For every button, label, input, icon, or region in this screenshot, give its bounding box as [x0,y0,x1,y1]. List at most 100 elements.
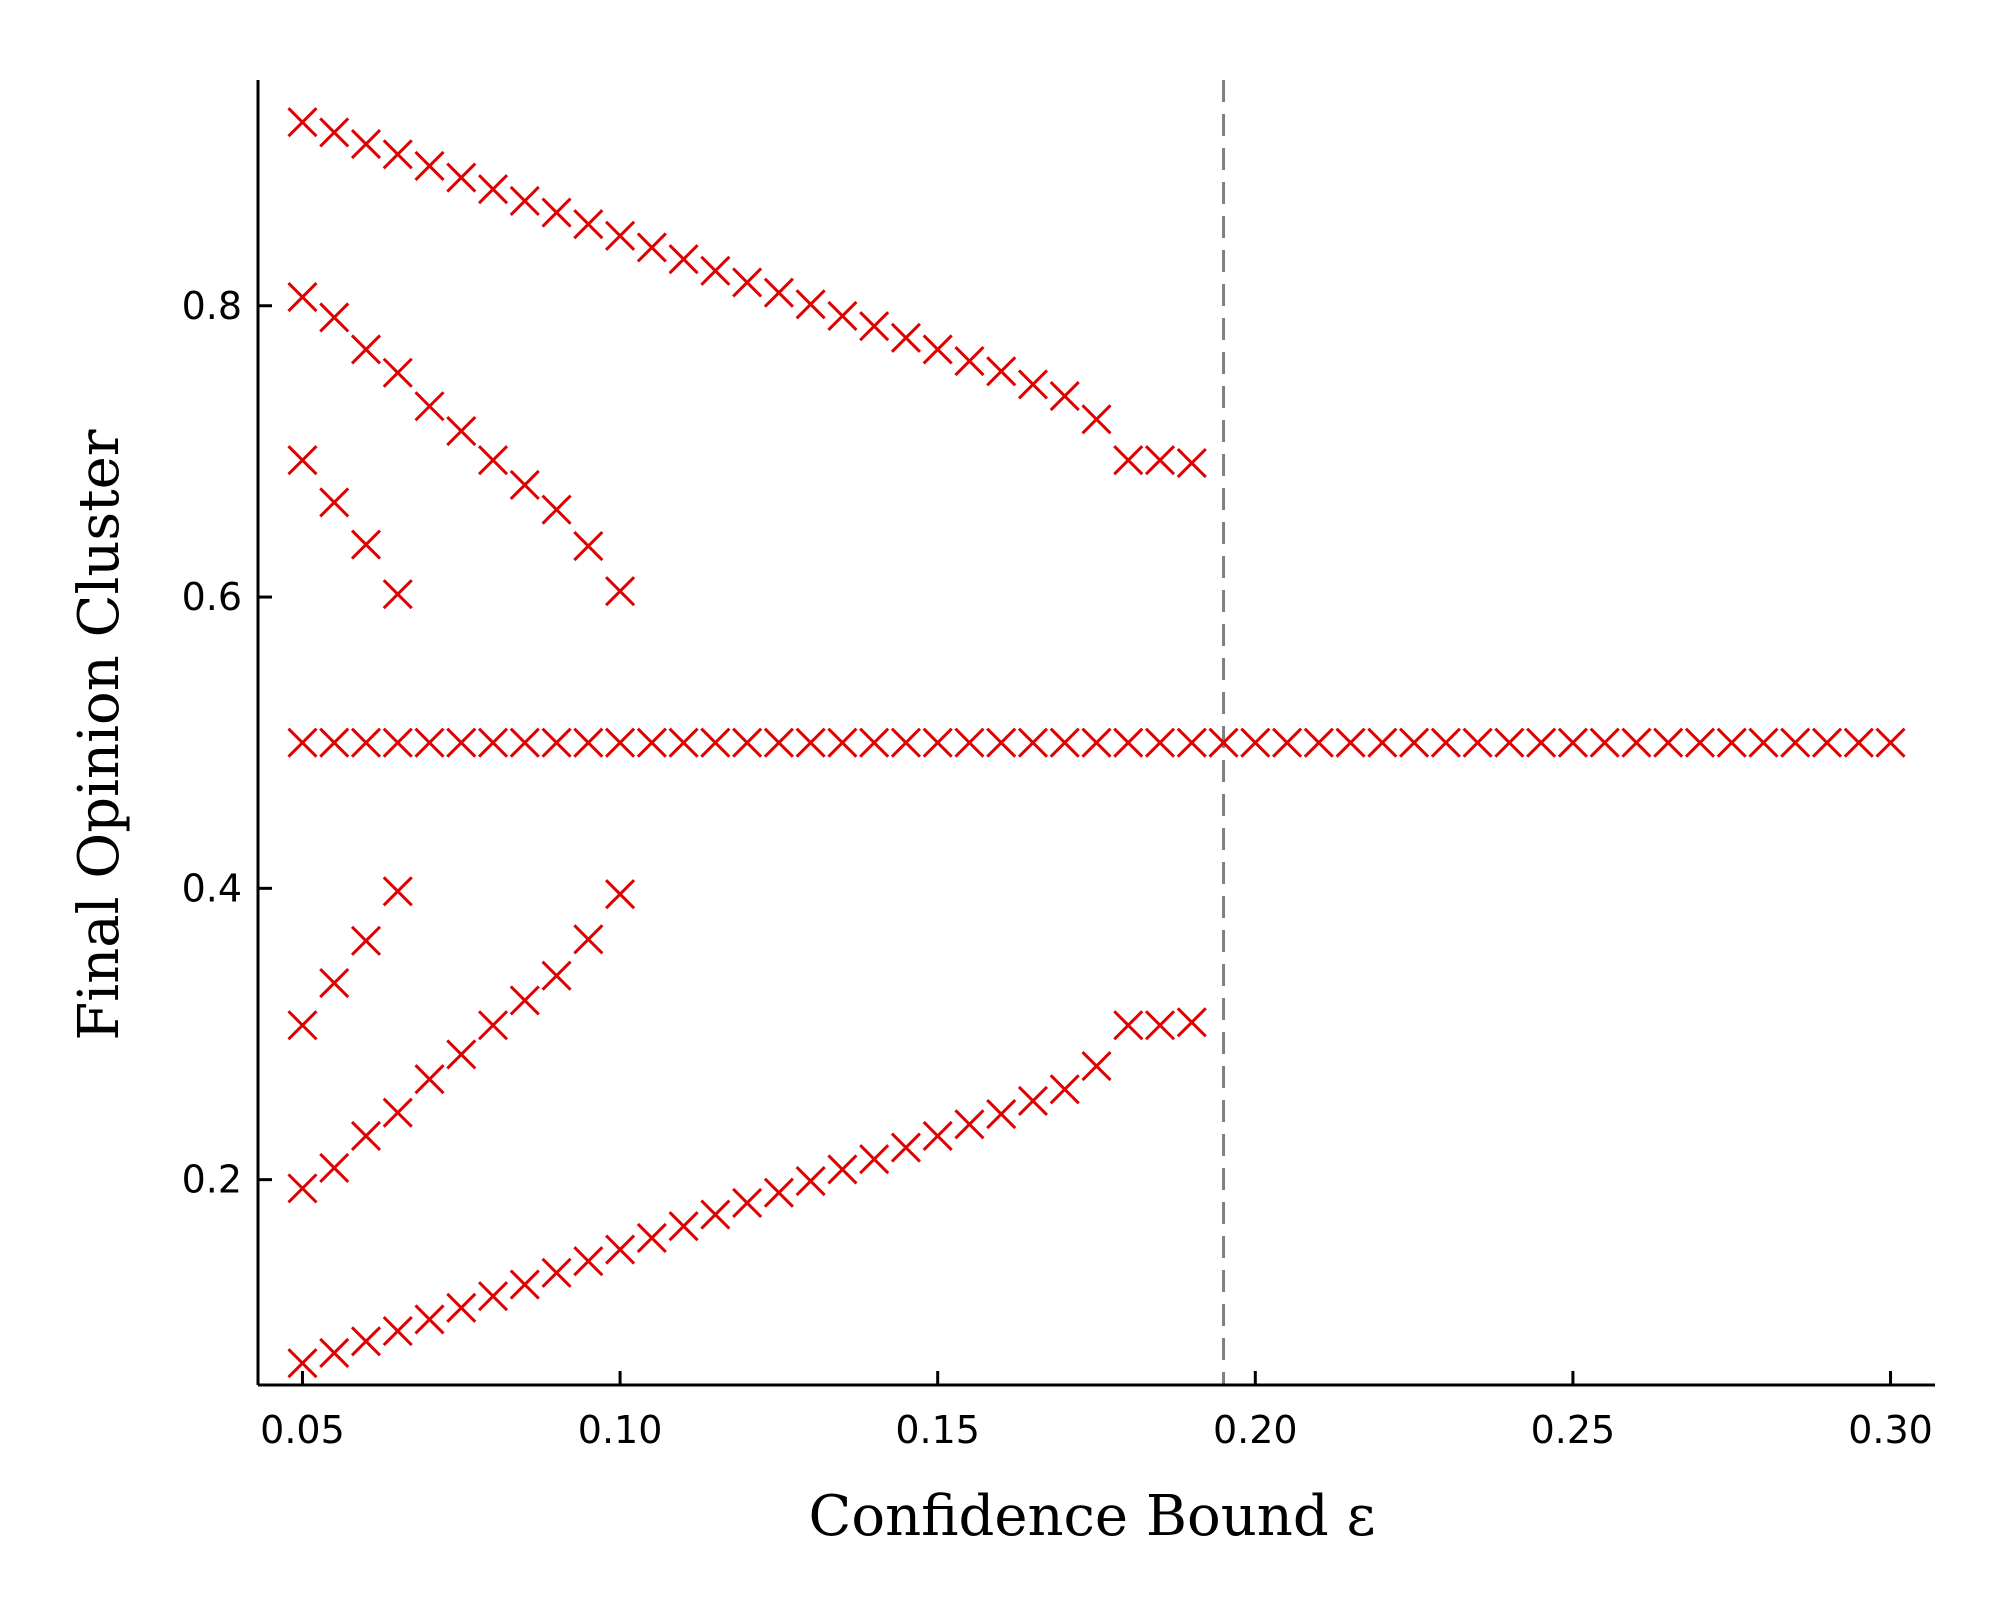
data-point-x-marker [795,1166,826,1197]
data-point-x-marker [1113,727,1144,758]
y-tick-label: 0.6 [182,575,242,619]
data-point-x-marker [573,924,604,955]
x-tick-label: 0.05 [260,1408,345,1452]
data-point-x-marker [350,1326,382,1357]
data-point-x-marker [1430,727,1461,758]
data-point-x-marker [541,727,572,758]
data-point-x-marker [382,357,413,388]
data-point-x-marker [382,876,413,907]
data-point-x-marker [382,1316,413,1347]
data-point-x-marker [414,1064,445,1095]
data-point-x-marker [1367,727,1398,758]
x-axis-label: Confidence Bound ε [809,1484,1376,1549]
data-point-x-marker [922,727,953,758]
data-point-x-marker [1049,380,1080,412]
data-point-x-marker [795,289,826,320]
data-point-x-marker [414,391,445,422]
data-point-x-marker [668,244,699,275]
data-point-x-marker [1017,369,1049,400]
data-point-x-marker [382,579,413,610]
data-point-x-marker [287,1010,318,1041]
data-point-x-marker [1462,727,1493,758]
data-point-x-marker [1049,1074,1080,1105]
data-point-x-marker [1526,727,1557,758]
data-point-x-marker [1748,727,1779,758]
data-point-x-marker [287,107,318,138]
data-point-x-marker [605,727,636,758]
data-point-x-marker [573,727,604,758]
data-point-x-marker [954,727,985,758]
data-point-x-marker [509,727,540,758]
data-point-x-marker [446,727,477,758]
data-point-x-marker [382,139,413,170]
data-point-x-marker [350,129,382,160]
data-point-x-marker [287,727,318,758]
data-point-x-marker [1017,1085,1049,1117]
data-point-x-marker [1144,445,1176,476]
data-point-x-marker [1494,727,1525,758]
data-point-x-marker [859,727,890,758]
data-point-x-marker [636,1222,667,1253]
data-point-x-marker [1780,727,1811,758]
data-point-x-marker [1716,727,1747,758]
data-point-x-marker [1113,445,1144,476]
data-point-x-marker [1176,727,1207,758]
data-point-x-marker [1176,1007,1207,1038]
data-point-x-marker [1875,727,1906,758]
data-point-x-marker [636,232,667,263]
data-point-x-marker [1557,727,1588,758]
data-point-x-marker [319,302,350,333]
x-tick-label: 0.30 [1848,1408,1933,1452]
x-tick-label: 0.15 [895,1408,980,1452]
x-tick-label: 0.25 [1531,1408,1616,1452]
data-point-x-marker [319,117,350,148]
data-point-x-marker [541,494,572,525]
data-point-x-marker [954,1109,985,1140]
data-point-x-marker [763,1177,794,1208]
data-point-x-marker [446,1292,477,1323]
data-point-x-marker [1144,727,1176,758]
data-point-x-marker [827,300,858,332]
data-point-x-marker [477,174,509,205]
data-point-x-marker [287,445,318,476]
data-point-x-marker [1303,727,1334,758]
data-point-x-marker [477,445,509,476]
data-point-x-marker [732,267,763,298]
data-point-x-marker [414,150,445,181]
data-point-x-marker [605,576,636,607]
x-tick-label: 0.20 [1213,1408,1298,1452]
data-point-x-marker [763,277,794,308]
data-point-x-marker [859,311,890,342]
data-point-x-marker [1621,727,1652,758]
data-point-x-marker [922,1120,953,1152]
data-point-x-marker [668,1211,699,1242]
data-point-x-marker [319,967,350,999]
data-point-x-marker [350,1120,382,1152]
data-point-x-marker [573,531,604,562]
data-point-x-marker [382,727,413,758]
data-point-x-marker [477,1281,509,1312]
data-point-x-marker [509,985,540,1016]
data-point-x-marker [732,1187,763,1219]
data-point-x-marker [1843,727,1874,758]
data-point-x-marker [1176,447,1207,479]
data-point-x-marker [319,487,350,518]
data-point-x-marker [350,925,382,956]
data-point-x-marker [477,727,509,758]
data-point-x-marker [509,469,540,500]
data-point-x-marker [319,1152,350,1184]
data-point-x-marker [1653,727,1684,758]
data-point-x-marker [1017,727,1049,758]
data-point-x-marker [605,220,636,251]
y-ticks: 0.2 0.4 0.6 0.8 [182,284,272,1202]
data-point-x-marker [605,879,636,910]
data-point-x-marker [954,346,985,377]
data-point-x-marker [890,727,921,758]
data-point-x-marker [1589,727,1620,758]
data-point-x-marker [605,1234,636,1265]
data-point-x-marker [1240,727,1271,758]
data-point-x-marker [1335,727,1366,758]
data-point-x-marker [890,322,921,353]
data-point-x-marker [509,1269,540,1300]
data-point-x-marker [827,1154,858,1185]
